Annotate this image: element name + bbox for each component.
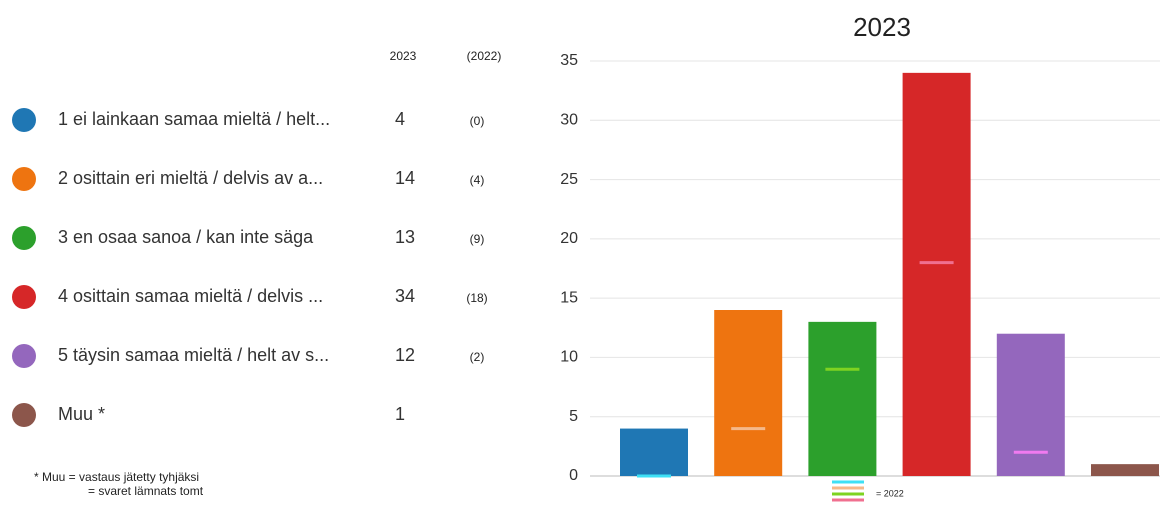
value-2023: 12 xyxy=(395,345,415,365)
chart-title: 2023 xyxy=(853,12,911,42)
value-2023: 34 xyxy=(395,286,415,306)
value-2022: (9) xyxy=(470,232,485,246)
y-tick-label: 10 xyxy=(560,349,578,366)
y-tick-label: 20 xyxy=(560,230,578,247)
legend-dot xyxy=(12,108,36,132)
footnote: = svaret lämnats tomt xyxy=(88,484,204,498)
y-tick-label: 15 xyxy=(560,289,578,306)
bar xyxy=(620,428,688,476)
value-2022: (18) xyxy=(466,291,487,305)
footnote: * Muu = vastaus jätetty tyhjäksi xyxy=(34,470,199,484)
y-tick-label: 0 xyxy=(569,467,578,484)
y-tick-label: 35 xyxy=(560,52,578,69)
value-2022: (2) xyxy=(470,350,485,364)
value-2023: 13 xyxy=(395,227,415,247)
legend-dot xyxy=(12,344,36,368)
bar xyxy=(1091,464,1159,476)
legend-dot xyxy=(12,403,36,427)
legend-label: Muu * xyxy=(58,404,105,424)
value-2023: 4 xyxy=(395,109,405,129)
value-2022: (0) xyxy=(470,114,485,128)
value-2023: 1 xyxy=(395,404,405,424)
legend-label: 3 en osaa sanoa / kan inte säga xyxy=(58,227,314,247)
bar xyxy=(808,321,877,476)
legend-label: 2 osittain eri mieltä / delvis av a... xyxy=(58,168,323,188)
column-header: (2022) xyxy=(467,49,502,63)
legend-label: 5 täysin samaa mieltä / helt av s... xyxy=(58,345,329,365)
bar xyxy=(902,72,971,476)
y-tick-label: 25 xyxy=(560,171,578,188)
value-2023: 14 xyxy=(395,168,415,188)
legend-label: 1 ei lainkaan samaa mieltä / helt... xyxy=(58,109,330,129)
legend-dot xyxy=(12,167,36,191)
y-tick-label: 5 xyxy=(569,408,578,425)
legend-dot xyxy=(12,285,36,309)
column-header: 2023 xyxy=(390,49,417,63)
legend-dot xyxy=(12,226,36,250)
legend-label: 4 osittain samaa mieltä / delvis ... xyxy=(58,286,323,306)
y-tick-label: 30 xyxy=(560,112,578,129)
value-2022: (4) xyxy=(470,173,485,187)
legend-label: = 2022 xyxy=(876,488,904,498)
bar xyxy=(996,333,1065,476)
bar xyxy=(714,310,783,476)
